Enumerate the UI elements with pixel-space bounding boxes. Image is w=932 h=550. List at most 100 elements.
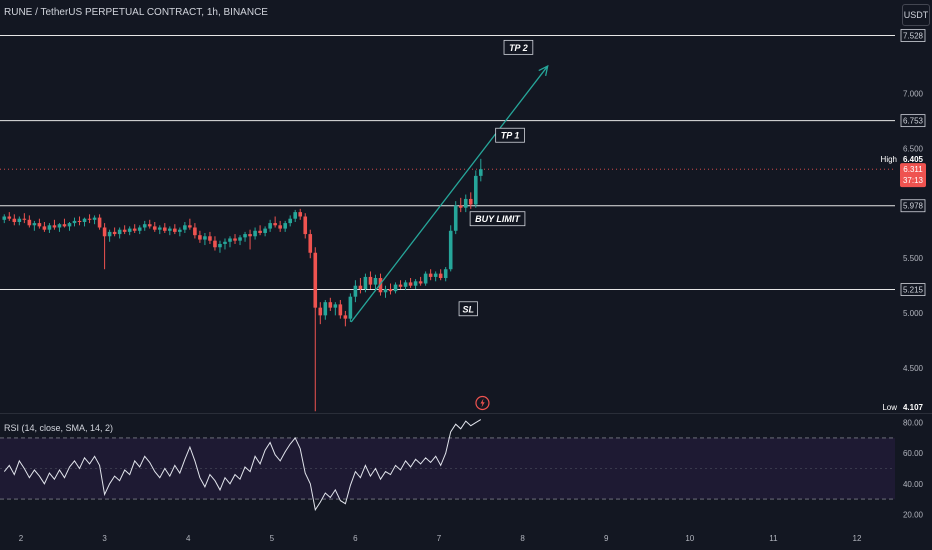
y-tick-label: 6.500 xyxy=(903,144,924,153)
annotation-box xyxy=(503,39,534,55)
candle-body xyxy=(333,304,338,308)
rsi-y-tick-label: 20.00 xyxy=(903,510,924,519)
x-tick-label: 8 xyxy=(520,534,525,543)
candle-body xyxy=(248,234,252,237)
candle-body xyxy=(2,216,7,220)
candle-body xyxy=(353,285,358,297)
price-level-badge xyxy=(900,199,926,213)
candle-body xyxy=(42,226,47,230)
candle-body xyxy=(142,224,147,228)
candle-body xyxy=(223,241,227,244)
x-tick-label: 11 xyxy=(769,534,778,543)
candle-body xyxy=(253,230,257,237)
candle-body xyxy=(428,273,433,277)
candle-body xyxy=(283,223,287,229)
rsi-line xyxy=(3,419,482,512)
candle-body xyxy=(288,218,292,224)
candle-body xyxy=(107,231,112,237)
rsi-y-tick-label: 80.00 xyxy=(903,419,924,428)
price-level-label: 7.528 xyxy=(903,32,924,41)
candle-body xyxy=(313,252,318,308)
candle-body xyxy=(97,217,102,228)
candle-body xyxy=(12,218,17,222)
candle-body xyxy=(278,225,282,229)
price-level-label: 5.978 xyxy=(903,202,924,211)
candle-body xyxy=(258,230,262,233)
rsi-y-tick-label: 60.00 xyxy=(903,449,924,458)
price-levels-layer: 7.528 6.753 5.978 5.215 xyxy=(0,29,926,296)
candle-body xyxy=(102,227,107,237)
candle-body xyxy=(308,234,313,253)
candle-body xyxy=(208,236,212,241)
rsi-layer xyxy=(3,419,482,512)
candle-body xyxy=(243,234,247,238)
candle-body xyxy=(453,205,458,231)
candle-body xyxy=(37,223,42,227)
candle-body xyxy=(17,218,22,222)
x-tick-label: 10 xyxy=(685,534,694,543)
x-tick-label: 3 xyxy=(102,534,107,543)
candle-body xyxy=(173,228,177,232)
candle-body xyxy=(408,282,413,286)
current-price-value: 6.311 xyxy=(903,165,923,174)
candle-body xyxy=(22,218,27,220)
candle-body xyxy=(228,238,232,242)
currency-selector[interactable]: USDT xyxy=(902,4,930,26)
candle-body xyxy=(338,304,343,316)
candle-body xyxy=(363,276,368,289)
candle-body xyxy=(343,315,348,319)
candle-body xyxy=(67,223,72,227)
candle-body xyxy=(27,219,32,226)
candle-body xyxy=(7,216,12,219)
candle-body xyxy=(323,302,328,316)
candle-body xyxy=(238,237,242,241)
candle-body xyxy=(168,228,172,231)
candle-body xyxy=(458,205,463,208)
candle-body xyxy=(233,238,237,241)
candle-body xyxy=(92,217,97,220)
price-level-label: 5.215 xyxy=(903,286,924,295)
candle-body xyxy=(273,223,277,226)
candle-body xyxy=(479,169,483,176)
rsi-y-tick-label: 40.00 xyxy=(903,480,924,489)
y-tick-label: 7.000 xyxy=(903,90,924,99)
candle-body xyxy=(213,240,217,248)
annotation-box xyxy=(495,127,525,143)
candle-body xyxy=(293,212,298,219)
y-tick-label: 4.500 xyxy=(903,364,924,373)
candle-body xyxy=(183,225,187,230)
candle-body xyxy=(448,230,453,270)
current-price-countdown: 37:13 xyxy=(903,176,924,185)
price-level-badge xyxy=(900,114,926,128)
candle-body xyxy=(122,229,127,232)
y-tick-label: 5.500 xyxy=(903,254,924,263)
candle-body xyxy=(32,223,37,226)
candle-body xyxy=(403,282,408,287)
candle-body xyxy=(137,227,142,231)
x-tick-label: 2 xyxy=(19,534,24,543)
candle-body xyxy=(303,216,308,235)
price-level-badge xyxy=(900,283,926,296)
lightning-bolt-icon xyxy=(475,395,490,411)
x-tick-label: 6 xyxy=(353,534,358,543)
candle-body xyxy=(193,227,197,236)
candle-body xyxy=(383,288,388,293)
low-value: 4.107 xyxy=(903,403,924,412)
candle-body xyxy=(393,284,398,292)
candle-body xyxy=(423,273,428,284)
high-value: 6.405 xyxy=(903,155,924,164)
x-tick-label: 12 xyxy=(853,534,862,543)
candle-body xyxy=(62,224,67,227)
candle-body xyxy=(112,231,117,235)
x-tick-label: 9 xyxy=(604,534,609,543)
candle-body xyxy=(378,278,383,293)
candle-body xyxy=(57,224,62,228)
rsi-band-layer xyxy=(0,437,895,500)
x-tick-label: 5 xyxy=(270,534,275,543)
candle-body xyxy=(348,296,353,319)
candle-body xyxy=(298,212,303,217)
candle-body xyxy=(52,225,57,228)
annotation-label: TP 2 xyxy=(509,43,528,53)
